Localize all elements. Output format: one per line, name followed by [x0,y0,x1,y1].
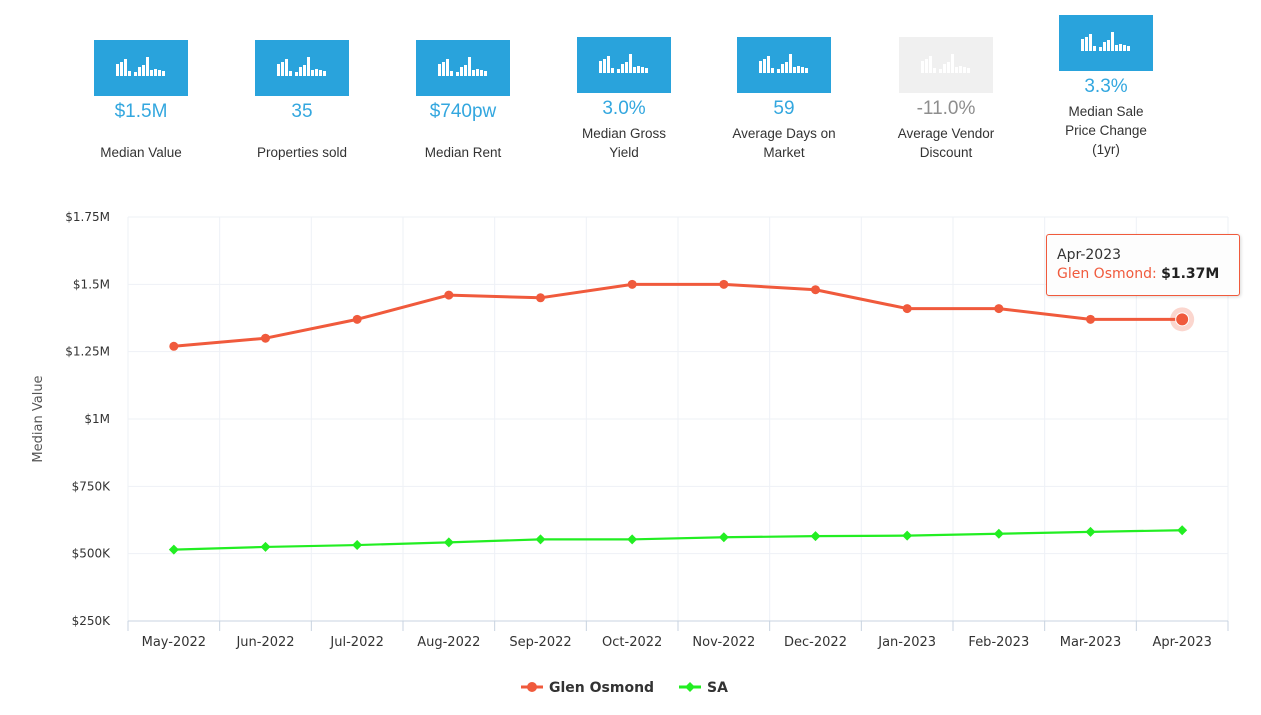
data-point [352,540,363,551]
stat-median-sale-price-change[interactable]: 3.3% Median Sale Price Change (1yr) [1046,15,1166,159]
stat-value: 3.0% [602,98,646,119]
y-tick-label: $1.5M [73,277,110,291]
bar-chart-glyph [277,57,326,76]
stat-label: Median Value [100,145,182,160]
data-point [718,532,729,543]
x-tick-label: Apr-2023 [1152,635,1211,650]
x-tick-label: Aug-2022 [417,635,480,650]
bar-chart-icon[interactable] [1059,15,1153,71]
data-point [810,531,821,542]
series-line-glen-osmond [173,282,1183,348]
x-tick-label: Jun-2022 [235,635,294,650]
y-tick-label: $1M [84,412,110,426]
stat-median-rent[interactable]: $740pw Median Rent [403,40,523,162]
bar-chart-icon[interactable] [577,37,671,93]
x-tick-label: May-2022 [142,635,206,650]
data-point [260,541,271,552]
stat-label: Median Sale Price Change (1yr) [1065,104,1147,157]
stat-value: 59 [773,98,795,119]
data-point [811,285,820,295]
tooltip-series: Glen Osmond [1057,266,1152,282]
stat-value: $1.5M [114,101,168,122]
data-point [902,530,913,541]
data-point [444,290,454,300]
bar-chart-glyph [438,57,487,76]
data-point [536,293,545,303]
y-tick-label: $250K [72,614,112,628]
stat-average-days-on-market[interactable]: 59 Average Days on Market [724,37,844,162]
bar-chart-glyph [116,57,165,76]
legend-marker [685,682,695,692]
y-tick-label: $1.75M [65,210,110,224]
bar-chart-glyph [921,54,970,73]
x-tick-label: Nov-2022 [692,635,755,650]
bar-chart-glyph [599,54,648,73]
data-point [1086,314,1095,324]
bar-chart-icon[interactable] [737,37,831,93]
data-point [993,528,1004,539]
data-point [261,333,270,343]
data-point [994,304,1004,314]
x-tick-label: Jul-2022 [329,635,383,650]
bar-chart-glyph [1081,32,1130,51]
data-point [627,279,637,289]
data-point [902,304,912,314]
data-point [1175,312,1190,327]
tooltip-value: $1.37M [1161,266,1220,282]
x-tick-label: Dec-2022 [784,635,847,650]
x-tick-label: Jan-2023 [877,635,936,650]
stats-row: $1.5M Median Value 35 Properties sold $7… [0,0,1261,190]
bar-chart-icon[interactable] [899,37,993,93]
legend-marker [527,682,537,692]
data-point [168,544,179,555]
bar-chart-icon[interactable] [255,40,349,96]
bar-chart-glyph [759,54,808,73]
x-tick-label: Oct-2022 [602,635,662,650]
data-point [627,534,638,545]
x-tick-label: Sep-2022 [509,635,571,650]
bar-chart-icon[interactable] [416,40,510,96]
y-axis-title: Median Value [31,375,46,462]
stat-label: Average Days on Market [732,126,836,160]
bar-chart-icon[interactable] [94,40,188,96]
x-tick-label: Feb-2023 [968,635,1029,650]
tooltip-date: Apr-2023 [1057,247,1122,263]
stat-median-value[interactable]: $1.5M Median Value [81,40,201,162]
tooltip-colon: : [1151,266,1162,282]
data-point [443,537,454,548]
data-point [352,314,362,324]
stat-label: Average Vendor Discount [897,126,995,160]
x-tick-label: Mar-2023 [1060,635,1121,650]
y-tick-label: $750K [72,479,112,493]
stat-value: 3.3% [1084,76,1128,97]
data-point [535,534,546,545]
legend-label: Glen Osmond [549,680,654,696]
stat-label: Median Rent [424,145,502,160]
series-line-sa [173,529,1183,551]
stat-value: 35 [291,101,313,122]
y-tick-label: $1.25M [65,345,110,359]
data-point [719,279,729,289]
data-point [1085,526,1096,537]
legend-label: SA [707,680,728,696]
y-tick-label: $500K [72,547,112,561]
stat-average-vendor-discount[interactable]: -11.0% Average Vendor Discount [886,37,1006,162]
stat-value: -11.0% [916,98,976,119]
stat-value: $740pw [429,101,497,122]
stat-label: Properties sold [256,145,348,160]
stat-properties-sold[interactable]: 35 Properties sold [242,40,362,162]
chart-tooltip: Apr-2023 Glen Osmond: $1.37M [1046,234,1240,296]
data-point [1177,525,1188,536]
stat-label: Median Gross Yield [581,126,667,160]
data-point [169,341,179,351]
stat-median-gross-yield[interactable]: 3.0% Median Gross Yield [564,37,684,162]
